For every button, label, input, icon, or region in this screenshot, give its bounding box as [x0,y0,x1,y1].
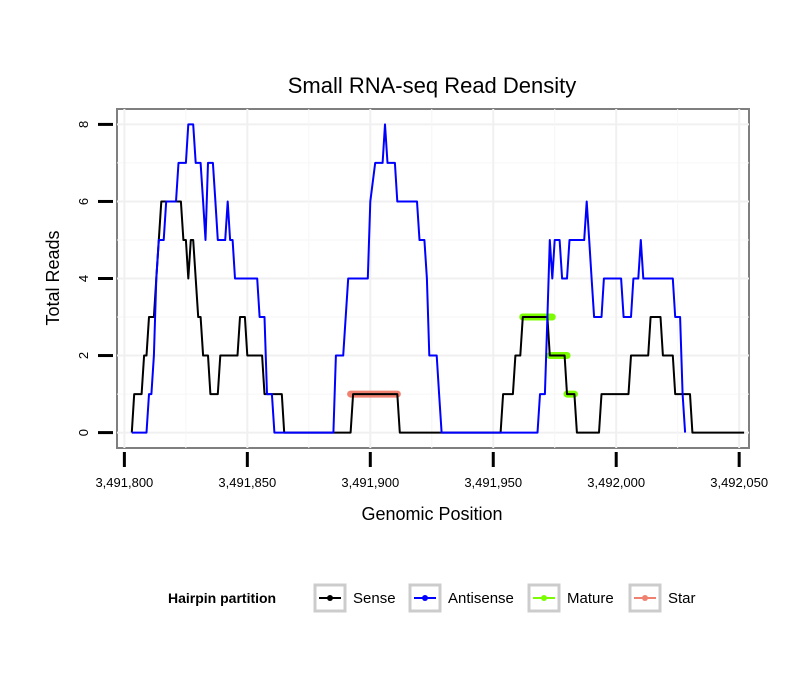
chart-title: Small RNA-seq Read Density [288,73,577,98]
series-lines [130,123,745,434]
legend-label: Sense [353,590,396,607]
legend-key-point [642,595,648,601]
legend-key-point [327,595,333,601]
y-tick-label: 4 [76,275,91,282]
y-tick-label: 8 [76,121,91,128]
legend-label: Star [668,590,696,607]
antisense-line [131,123,687,434]
y-axis-label: Total Reads [43,230,63,325]
x-tick-label: 3,491,900 [341,475,399,490]
x-tick-label: 3,491,850 [218,475,276,490]
x-tick-label: 3,491,800 [95,475,153,490]
sense-line [130,200,745,434]
y-tick-label: 0 [76,429,91,436]
plot-area [116,108,750,449]
legend-label: Mature [567,590,614,607]
x-axis: 3,491,800 3,491,850 3,491,900 3,491,950 3,49… [95,452,768,490]
legend-title: Hairpin partition [168,590,276,606]
legend-label: Antisense [448,590,514,607]
y-axis: 0 2 4 6 8 [76,121,113,436]
legend-key-point [541,595,547,601]
y-tick-label: 2 [76,352,91,359]
y-tick-label: 6 [76,198,91,205]
legend: Hairpin partition Sense Antisense Mature St… [168,583,696,613]
x-axis-label: Genomic Position [361,504,502,524]
x-tick-label: 3,492,050 [710,475,768,490]
legend-key-point [422,595,428,601]
x-tick-label: 3,491,950 [464,475,522,490]
x-tick-label: 3,492,000 [587,475,645,490]
